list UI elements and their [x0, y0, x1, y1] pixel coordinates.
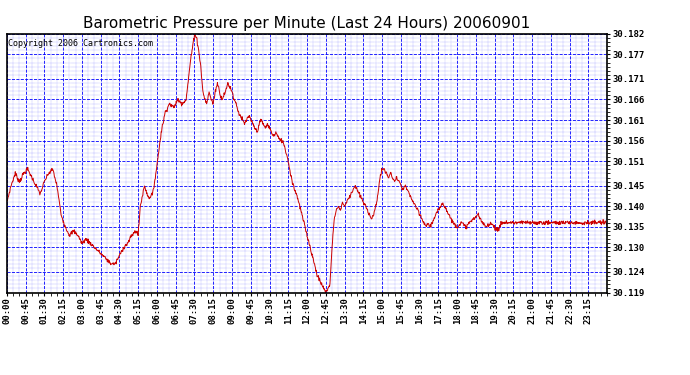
Title: Barometric Pressure per Minute (Last 24 Hours) 20060901: Barometric Pressure per Minute (Last 24 … — [83, 16, 531, 31]
Text: Copyright 2006 Cartronics.com: Copyright 2006 Cartronics.com — [8, 39, 152, 48]
